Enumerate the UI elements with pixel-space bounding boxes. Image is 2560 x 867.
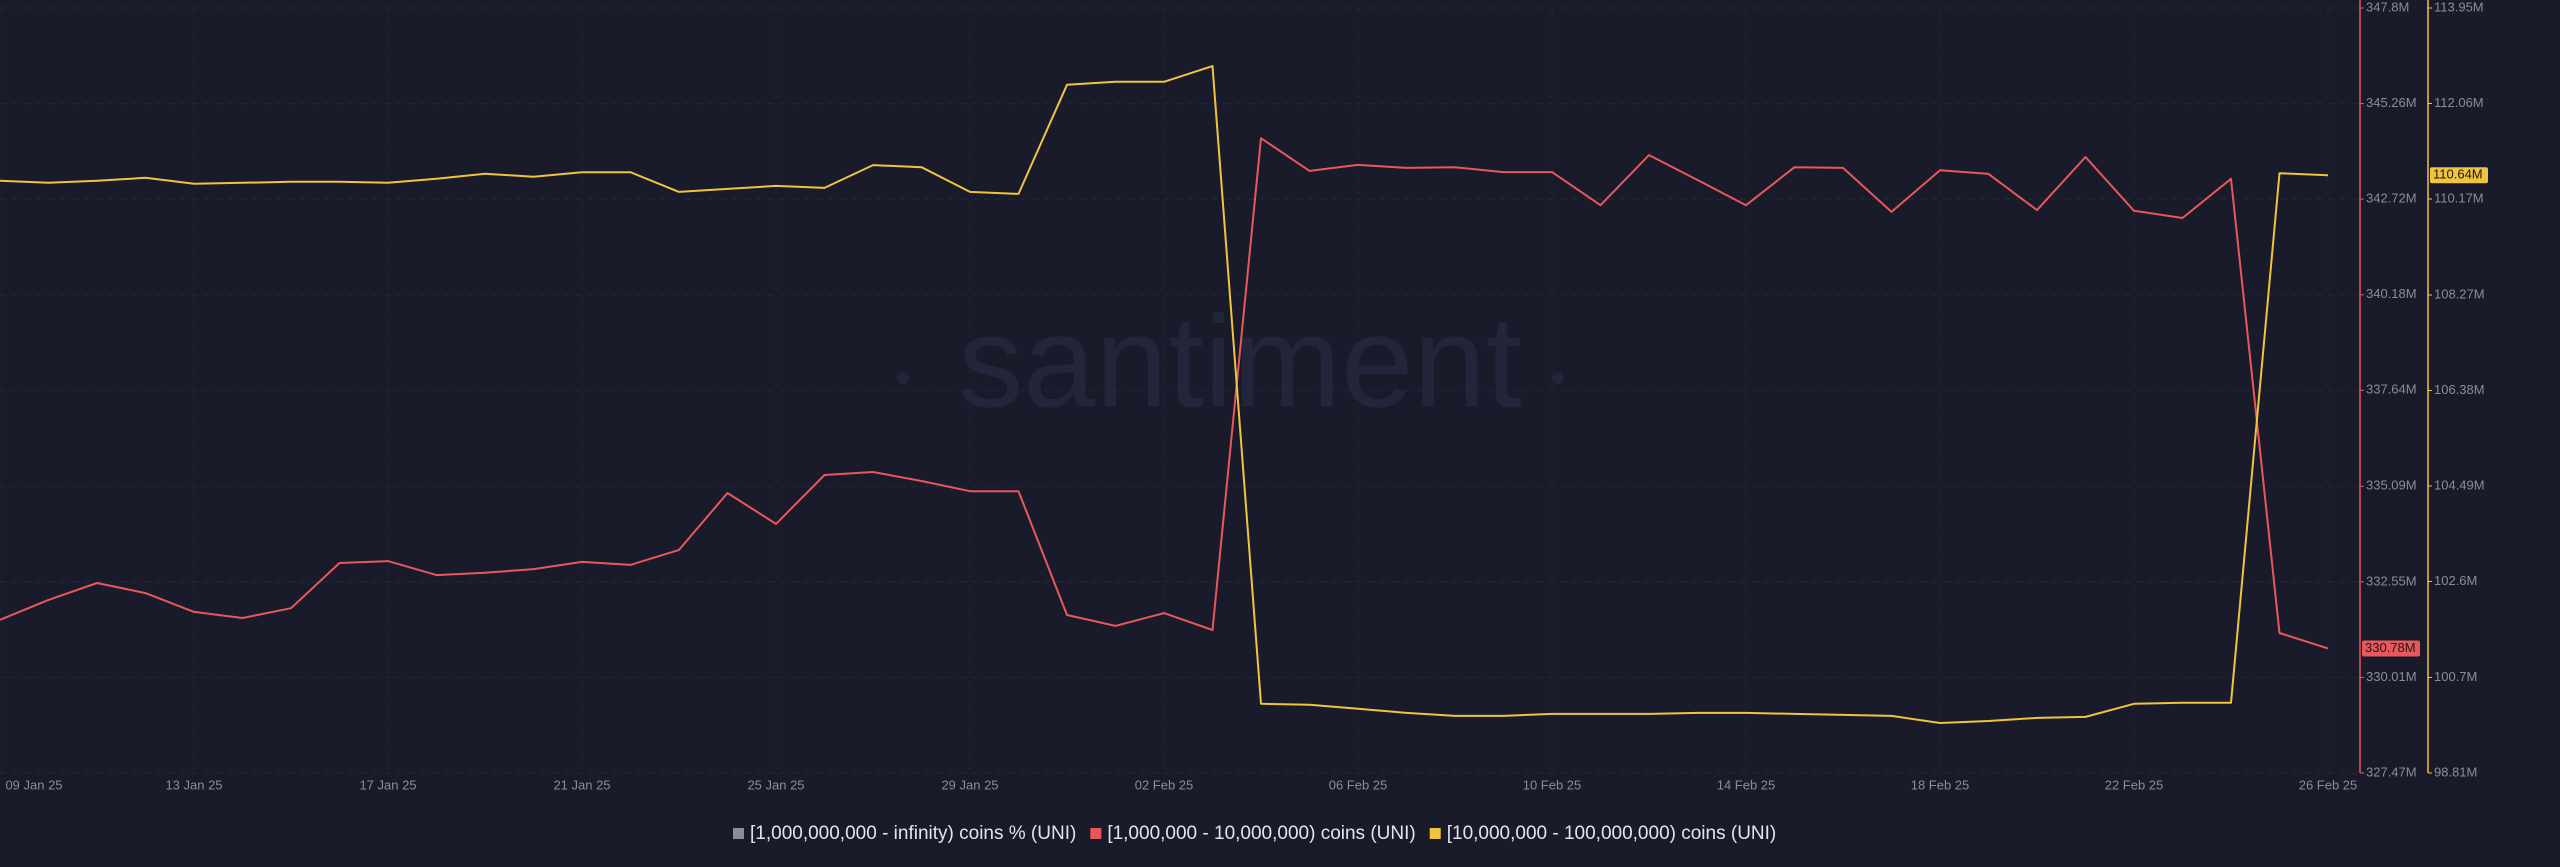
x-tick-label: 26 Feb 25 bbox=[2299, 777, 2358, 792]
last-value-badge bbox=[2430, 167, 2488, 184]
y2-tick-label: 102.6M bbox=[2434, 573, 2477, 588]
y2-tick-label: 106.38M bbox=[2434, 382, 2485, 397]
x-tick-label: 25 Jan 25 bbox=[747, 777, 804, 792]
last-value-badge bbox=[2362, 640, 2420, 657]
x-tick-label: 29 Jan 25 bbox=[941, 777, 998, 792]
last-value-label: 330.78M bbox=[2365, 640, 2416, 655]
y2-tick-label: 108.27M bbox=[2434, 286, 2485, 301]
y-tick-label: 337.64M bbox=[2366, 382, 2417, 397]
x-tick-label: 22 Feb 25 bbox=[2105, 777, 2164, 792]
y-tick-label: 327.47M bbox=[2366, 764, 2417, 779]
x-tick-label: 18 Feb 25 bbox=[1911, 777, 1970, 792]
data-line bbox=[0, 137, 2329, 650]
last-value-label: 110.64M bbox=[2433, 167, 2483, 182]
x-tick-label: 13 Jan 25 bbox=[165, 777, 222, 792]
legend-swatch bbox=[1090, 828, 1102, 839]
x-tick-label: 10 Feb 25 bbox=[1523, 777, 1582, 792]
y-tick-label: 330.01M bbox=[2366, 669, 2417, 684]
y2-tick-label: 100.7M bbox=[2434, 669, 2477, 684]
legend-label: [1,000,000,000 - infinity) coins % (UNI) bbox=[750, 823, 1076, 844]
x-tick-label: 21 Jan 25 bbox=[553, 777, 610, 792]
legend-swatch bbox=[1429, 828, 1441, 839]
x-tick-label: 14 Feb 25 bbox=[1717, 777, 1776, 792]
y-tick-label: 335.09M bbox=[2366, 478, 2417, 493]
legend-swatch bbox=[733, 828, 744, 839]
legend-label: [10,000,000 - 100,000,000) coins (UNI) bbox=[1447, 823, 1777, 844]
y-tick-label: 347.8M bbox=[2366, 0, 2409, 14]
y-tick-label: 345.26M bbox=[2366, 95, 2417, 110]
watermark-dot bbox=[897, 372, 909, 384]
watermark-dot bbox=[1552, 372, 1564, 384]
x-tick-label: 02 Feb 25 bbox=[1135, 777, 1194, 792]
x-tick-label: 17 Jan 25 bbox=[359, 777, 416, 792]
y-tick-label: 342.72M bbox=[2366, 191, 2417, 206]
y2-tick-label: 110.17M bbox=[2434, 190, 2484, 205]
watermark: santiment bbox=[958, 288, 1522, 434]
y-tick-label: 332.55M bbox=[2366, 573, 2417, 588]
legend: [1,000,000,000 - infinity) coins % (UNI)… bbox=[733, 823, 1776, 844]
y2-tick-label: 98.81M bbox=[2434, 764, 2477, 779]
y2-tick-label: 112.06M bbox=[2434, 95, 2484, 110]
legend-label: [1,000,000 - 10,000,000) coins (UNI) bbox=[1107, 823, 1415, 844]
x-tick-label: 09 Jan 25 bbox=[5, 777, 62, 792]
data-line bbox=[0, 65, 2329, 724]
x-tick-label: 06 Feb 25 bbox=[1329, 777, 1388, 792]
y2-tick-label: 113.95M bbox=[2434, 0, 2484, 14]
y2-tick-label: 104.49M bbox=[2434, 477, 2485, 492]
y-tick-label: 340.18M bbox=[2366, 286, 2417, 301]
